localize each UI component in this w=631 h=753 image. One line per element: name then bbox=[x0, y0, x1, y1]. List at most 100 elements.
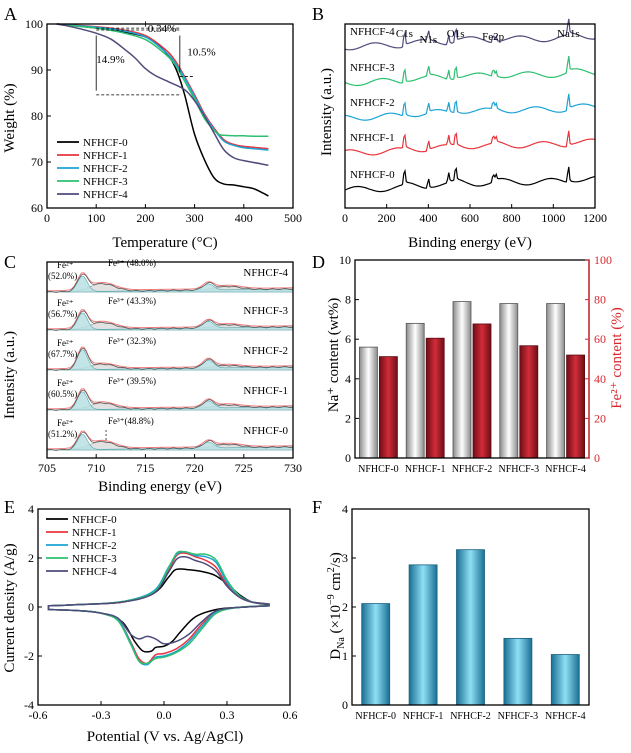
panel-c-x-ticklabel-0: 705 bbox=[38, 461, 56, 475]
panel-c-xlabel: Binding energy (eV) bbox=[98, 479, 222, 495]
panel-a-line-nfhcf-4 bbox=[56, 23, 269, 166]
panel-c-envelope-0 bbox=[47, 430, 293, 450]
panel-a-annotation-1: 10.5% bbox=[187, 46, 215, 58]
panel-c-fe2-label-3: Fe²⁺ bbox=[57, 298, 74, 308]
panel-f-category-4: NFHCF-4 bbox=[545, 711, 586, 722]
panel-a-line-nfhcf-3 bbox=[56, 23, 269, 137]
panel-c-fe2-value-4: (52.0%) bbox=[48, 271, 77, 281]
panel-c-x-ticklabel-3: 720 bbox=[186, 461, 204, 475]
panel-a-x-ticklabel-5: 500 bbox=[284, 211, 302, 225]
panel-c-fe2-value-2: (67.7%) bbox=[48, 349, 77, 359]
panel-f-ylabel-end: /s) bbox=[328, 552, 344, 567]
panel-e-x-ticklabel-3: 0.3 bbox=[220, 708, 235, 722]
panel-b-series-label-4: NFHCF-4 bbox=[350, 26, 395, 38]
panel-d-yright-ticklabel-4: 80 bbox=[594, 293, 606, 307]
panel-d-yleft-ticklabel-5: 10 bbox=[339, 253, 351, 267]
panel-e-y-ticklabel-1: -2 bbox=[24, 649, 34, 663]
panel-f-ylabel-exp2: 2 bbox=[326, 567, 337, 572]
panel-f-ylabel-sub: Na bbox=[336, 637, 347, 649]
panel-a-x-ticklabel-1: 100 bbox=[87, 211, 105, 225]
panel-f-y-ticklabel-0: 0 bbox=[342, 698, 348, 712]
panel-e-x-ticklabel-4: 0.6 bbox=[283, 708, 298, 722]
panel-b-x-ticklabel-4: 800 bbox=[503, 211, 521, 225]
panel-b-series-label-1: NFHCF-1 bbox=[350, 132, 395, 144]
panel-a-legend-label-0: NFHCF-0 bbox=[83, 137, 128, 149]
panel-a-legend-label-4: NFHCF-4 bbox=[83, 189, 128, 201]
panel-a-legend-label-2: NFHCF-2 bbox=[83, 163, 128, 175]
panel-f-y-ticklabel-1: 1 bbox=[342, 649, 348, 663]
panel-d-yright-ticklabel-0: 0 bbox=[594, 451, 600, 465]
panel-e-x-ticklabel-2: 0.0 bbox=[157, 708, 172, 722]
panel-d-bar-na-1 bbox=[405, 322, 425, 459]
panel-c-frame bbox=[46, 261, 294, 459]
panel-b-peak-label-1: N1s bbox=[419, 34, 437, 46]
panel-b-spectrum-nfhcf-4 bbox=[344, 18, 596, 51]
panel-d-bar-na-4 bbox=[546, 303, 565, 459]
panel-d-bar-na-0 bbox=[358, 346, 378, 459]
panel-f-y-ticklabel-4: 4 bbox=[342, 502, 348, 516]
panel-d-category-2: NFHCF-2 bbox=[452, 464, 493, 475]
panel-c-raw-1 bbox=[46, 389, 294, 411]
panel-e-y-ticklabel-4: 4 bbox=[28, 502, 34, 516]
panel-f-bar-4 bbox=[550, 654, 580, 706]
panel-c-fe2-label-1: Fe²⁺ bbox=[57, 378, 74, 388]
panel-d-ylabel-right: Fe²⁺ content (%) bbox=[609, 307, 625, 409]
panel-b-peak-label-2: O1s bbox=[447, 28, 465, 40]
panel-a-ylabel: Weight (%) bbox=[2, 83, 18, 152]
panel-c-fe3-text-3: Fe³⁺ (43.3%) bbox=[108, 296, 156, 306]
panel-f-category-3: NFHCF-3 bbox=[498, 711, 539, 722]
panel-a-line-nfhcf-1 bbox=[56, 23, 269, 150]
panel-b-x-ticklabel-2: 400 bbox=[419, 211, 437, 225]
panel-f-category-2: NFHCF-2 bbox=[450, 711, 491, 722]
panel-d-bar-fe-2 bbox=[472, 323, 492, 459]
panel-b-spectrum-nfhcf-1 bbox=[344, 130, 596, 156]
panel-label-a: A bbox=[4, 4, 17, 24]
panel-c-x-ticklabel-5: 730 bbox=[284, 461, 302, 475]
panel-c-raw-3 bbox=[46, 310, 294, 331]
panel-label-e: E bbox=[4, 497, 15, 517]
panel-a-y-ticklabel-4: 100 bbox=[25, 17, 43, 31]
panel-f-bar-0 bbox=[361, 603, 391, 706]
panel-c-series-label-1: NFHCF-1 bbox=[243, 385, 288, 397]
panel-c-fe2-value-0: (51.2%) bbox=[48, 429, 77, 439]
panel-a-y-ticklabel-0: 60 bbox=[31, 201, 43, 215]
panel-b-spectrum-nfhcf-2 bbox=[344, 93, 596, 121]
panel-d-yleft-ticklabel-2: 4 bbox=[345, 372, 351, 386]
panel-a-x-ticklabel-4: 400 bbox=[235, 211, 253, 225]
panel-e-ylabel: Current density (A/g) bbox=[2, 543, 18, 672]
panel-c-envelope-1 bbox=[47, 388, 293, 410]
panel-f-y-ticklabel-2: 2 bbox=[342, 600, 348, 614]
panel-d-yright-ticklabel-3: 60 bbox=[594, 332, 606, 346]
panel-c-x-ticklabel-4: 725 bbox=[235, 461, 253, 475]
panel-label-d: D bbox=[312, 252, 325, 272]
panel-c-fe2-value-1: (60.5%) bbox=[48, 389, 77, 399]
panel-e-legend-label-2: NFHCF-2 bbox=[72, 540, 117, 552]
panel-d-yright-ticklabel-2: 40 bbox=[594, 372, 606, 386]
panel-c-envelope-4 bbox=[47, 272, 293, 292]
panel-d-yleft-ticklabel-3: 6 bbox=[345, 332, 351, 346]
panel-a-legend-label-1: NFHCF-1 bbox=[83, 150, 128, 162]
panel-b-xlabel: Binding energy (eV) bbox=[408, 235, 532, 251]
panel-label-f: F bbox=[312, 497, 322, 517]
panel-e-x-ticklabel-0: -0.6 bbox=[29, 708, 48, 722]
panel-e-legend-label-4: NFHCF-4 bbox=[72, 566, 117, 578]
panel-f-ylabel-main: D bbox=[328, 649, 344, 660]
panel-f-ylabel-rest: (×10 bbox=[328, 605, 344, 637]
panel-f-bar-2 bbox=[456, 549, 485, 706]
panel-e-legend-label-0: NFHCF-0 bbox=[72, 514, 117, 526]
panel-f-y-ticklabel-3: 3 bbox=[342, 551, 348, 565]
panel-e-legend-label-3: NFHCF-3 bbox=[72, 553, 117, 565]
panel-b-series-label-0: NFHCF-0 bbox=[350, 169, 395, 181]
panel-d-ylabel-left: Na⁺ content (wt%) bbox=[326, 298, 342, 413]
panel-d-category-1: NFHCF-1 bbox=[405, 464, 446, 475]
panel-c-fe3-text-0: Fe³⁺(48.8%) bbox=[108, 416, 154, 426]
panel-a-x-ticklabel-2: 200 bbox=[136, 211, 154, 225]
panel-d-yright-ticklabel-5: 100 bbox=[594, 253, 612, 267]
panel-c-ylabel: Intensity (a.u.) bbox=[2, 331, 18, 419]
panel-e-cv-nfhcf-4 bbox=[47, 555, 270, 645]
panel-c-x-ticklabel-2: 715 bbox=[136, 461, 154, 475]
panel-b-x-ticklabel-0: 0 bbox=[342, 211, 348, 225]
panel-b-x-ticklabel-3: 600 bbox=[461, 211, 479, 225]
panel-d-category-4: NFHCF-4 bbox=[545, 464, 586, 475]
